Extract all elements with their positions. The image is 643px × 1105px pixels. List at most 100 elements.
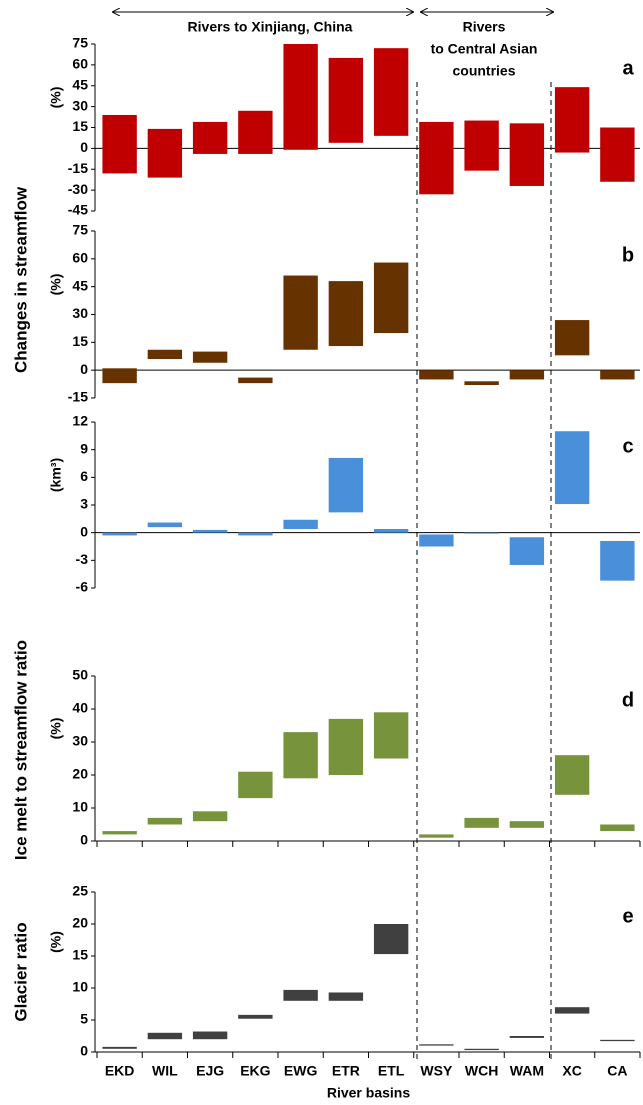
bar — [238, 110, 273, 154]
y-tick-label: 0 — [80, 139, 88, 155]
x-tick-label: EKD — [105, 1063, 135, 1079]
y-tick-label: 3 — [80, 496, 88, 512]
bar — [102, 114, 137, 174]
bar — [419, 834, 454, 838]
bar — [373, 48, 409, 136]
side-label: Ice melt to streamflow ratio — [11, 640, 30, 860]
y-tick-label: 10 — [72, 799, 88, 815]
bar — [192, 811, 228, 822]
bar — [147, 349, 183, 360]
bar — [419, 534, 454, 547]
y-tick-label: 30 — [72, 305, 88, 321]
bar — [509, 1036, 545, 1038]
y-tick-label: 0 — [80, 1043, 88, 1059]
y-tick-label: 9 — [80, 440, 88, 456]
bar — [373, 924, 409, 955]
bar — [147, 522, 183, 528]
bar — [192, 121, 228, 154]
bar — [464, 120, 499, 171]
bar — [147, 128, 183, 178]
x-tick-label: WCH — [465, 1063, 498, 1079]
y-tick-label: -15 — [68, 160, 88, 176]
y-tick-label: -6 — [76, 579, 89, 595]
bar — [328, 718, 364, 775]
bar — [419, 370, 454, 380]
x-tick-label: XC — [562, 1063, 581, 1079]
y-tick-label: 10 — [72, 979, 88, 995]
y-tick-label: 5 — [80, 1011, 88, 1027]
bar — [102, 368, 137, 384]
x-tick-label: EWG — [284, 1063, 318, 1079]
bar — [464, 1048, 499, 1051]
bar — [283, 519, 318, 529]
bar — [283, 989, 318, 1001]
y-axis-label: (%) — [48, 87, 64, 109]
x-tick-label: WAM — [510, 1063, 544, 1079]
bar — [102, 831, 137, 835]
y-tick-label: 30 — [72, 97, 88, 113]
x-tick-label: EJG — [196, 1063, 224, 1079]
bar — [464, 817, 499, 828]
y-tick-label: 0 — [80, 832, 88, 848]
bar — [192, 351, 228, 363]
panel-label: b — [622, 244, 634, 266]
y-tick-label: 25 — [72, 883, 88, 899]
bar — [192, 1031, 228, 1040]
group-label: Rivers — [463, 19, 506, 35]
bar — [464, 532, 499, 534]
y-tick-label: 15 — [72, 947, 88, 963]
bar — [373, 528, 409, 533]
panel-label: d — [622, 689, 634, 711]
bar — [328, 281, 364, 347]
x-tick-label: WSY — [420, 1063, 453, 1079]
x-tick-label: WIL — [152, 1063, 178, 1079]
bar — [600, 1039, 635, 1042]
y-axis-label: (km³) — [48, 458, 64, 492]
bar — [328, 992, 364, 1001]
x-axis-label: River basins — [327, 1085, 410, 1101]
x-tick-label: ETL — [378, 1063, 405, 1079]
bar — [419, 121, 454, 195]
y-tick-label: 15 — [72, 118, 88, 134]
y-axis-label: (%) — [48, 931, 64, 953]
bar — [238, 532, 273, 536]
y-tick-label: -30 — [68, 181, 88, 197]
y-tick-label: 60 — [72, 250, 88, 266]
bar — [238, 771, 273, 799]
side-label: Changes in streamflow — [11, 186, 30, 373]
y-tick-label: 0 — [80, 361, 88, 377]
bar — [283, 732, 318, 779]
y-tick-label: -3 — [76, 551, 89, 567]
y-tick-label: 15 — [72, 333, 88, 349]
y-tick-label: -15 — [68, 389, 88, 405]
bar — [600, 370, 635, 380]
bar — [238, 1014, 273, 1019]
bar — [509, 537, 545, 565]
panel-label: c — [622, 435, 633, 457]
y-tick-label: 20 — [72, 766, 88, 782]
x-tick-label: CA — [607, 1063, 627, 1079]
bar — [509, 821, 545, 828]
y-tick-label: 30 — [72, 733, 88, 749]
bar — [554, 320, 590, 356]
bar — [373, 712, 409, 759]
bar — [147, 1032, 183, 1040]
x-tick-label: ETR — [332, 1063, 360, 1079]
bar — [238, 377, 273, 384]
bar — [373, 262, 409, 334]
group-label: countries — [452, 63, 515, 79]
y-tick-label: 50 — [72, 667, 88, 683]
bar — [509, 370, 545, 380]
bar — [102, 1046, 137, 1049]
bar — [554, 87, 590, 153]
y-tick-label: 12 — [72, 413, 88, 429]
y-axis-label: (%) — [48, 274, 64, 296]
bar — [283, 44, 318, 150]
y-tick-label: 45 — [72, 76, 88, 92]
bar — [192, 529, 228, 533]
group-label: Rivers to Xinjiang, China — [188, 19, 353, 35]
y-tick-label: 20 — [72, 915, 88, 931]
bar — [554, 431, 590, 505]
side-label: Glacier ratio — [11, 922, 30, 1021]
